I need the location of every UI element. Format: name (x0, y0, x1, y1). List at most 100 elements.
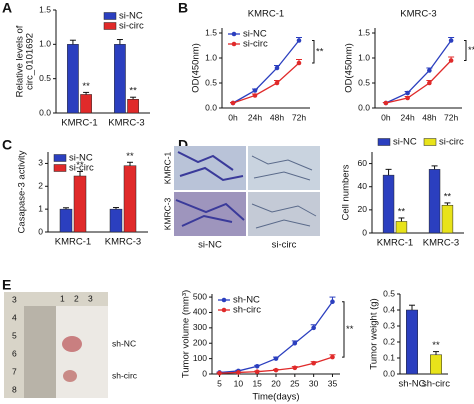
y-tick-label: 0.0 (39, 107, 51, 117)
y-tick-label: 400 (193, 307, 207, 317)
x-tick-label: KMRC-3 (105, 237, 141, 248)
micrograph (248, 192, 320, 236)
y-axis-label: OD(450nm) (191, 43, 202, 93)
ruler-label: 3 (12, 294, 17, 304)
x-tick-label: sh-NC (399, 379, 426, 390)
panel-label: B (178, 0, 188, 16)
y-tick-label: 3 (38, 158, 43, 168)
micrograph (174, 192, 246, 236)
x-tick-label: KMRC-3 (108, 118, 144, 129)
marker (252, 93, 258, 98)
y-tick-label: 0.0 (205, 102, 217, 112)
annotation: ** (444, 191, 452, 202)
marker (383, 100, 389, 106)
marker (217, 370, 222, 376)
y-tick-label: 300 (193, 322, 207, 332)
column-label: si-circ (272, 240, 297, 251)
y-tick-label: 0.1 (383, 352, 395, 362)
legend-swatch (53, 154, 67, 162)
y-tick-label: 20 (358, 204, 368, 214)
chart-title: KMRC-3 (400, 9, 436, 20)
bar (80, 94, 92, 114)
y-tick-label: 1.5 (39, 4, 51, 14)
annotation: ** (316, 46, 324, 57)
tumor (63, 370, 77, 382)
y-tick-label: 0 (202, 368, 207, 378)
legend-swatch (377, 138, 391, 146)
y-tick-label: 60 (358, 158, 368, 168)
panel-label: D (178, 137, 188, 153)
tumor-label: sh-NC (112, 338, 136, 348)
marker (273, 367, 279, 373)
panel-label: E (2, 277, 11, 293)
marker (311, 360, 316, 366)
x-tick-label: 72h (292, 112, 306, 122)
annotation: ** (82, 81, 90, 92)
y-tick-label: 0.0 (358, 102, 370, 112)
bar (109, 208, 123, 233)
legend-label: sh-NC (233, 295, 260, 306)
legend-label: si-circ (69, 163, 94, 174)
annotation: ** (468, 45, 474, 56)
row-label: KMRC-3 (162, 197, 172, 230)
marker (296, 38, 302, 43)
legend-label: si-NC (393, 137, 417, 148)
bracket (312, 40, 315, 64)
y-tick-label: 0 (38, 226, 43, 236)
y-axis-label: Casapase-3 activity (17, 150, 28, 233)
marker (405, 95, 410, 101)
marker (330, 354, 335, 360)
y-tick-label: 0.5 (39, 73, 51, 83)
bar (73, 175, 87, 233)
legend-label: si-circ (243, 39, 268, 50)
x-tick-label: KMRC-3 (423, 238, 459, 249)
bar (406, 309, 418, 375)
x-tick-label: 20 (271, 378, 281, 388)
x-tick-label: 5 (217, 378, 222, 388)
legend-swatch (221, 307, 227, 313)
bar (441, 204, 454, 234)
ruler-label: 5 (12, 330, 17, 340)
y-tick-label: 0.4 (383, 304, 395, 314)
y-tick-label: 0.5 (383, 288, 395, 298)
x-tick-label: 24h (248, 112, 262, 122)
legend-swatch (231, 31, 237, 37)
y-tick-label: 1.5 (205, 27, 217, 37)
legend-swatch (231, 41, 237, 47)
y-tick-label: 1.5 (358, 27, 370, 37)
ruler-label: 4 (12, 312, 17, 322)
y-tick-label: 40 (358, 181, 368, 191)
y-tick-label: 0.0 (383, 368, 395, 378)
bar (395, 221, 408, 234)
x-tick-label: KMRC-1 (377, 238, 413, 249)
x-tick-label: 30 (309, 378, 319, 388)
tumor-photo: 1 2 3 3 4 5 6 7 8 sh-NC sh-circ (4, 292, 138, 398)
x-tick-label: 48h (270, 112, 284, 122)
y-axis-label: Tumor volume (mm³) (181, 290, 192, 378)
marker (273, 356, 279, 361)
cell-pattern (175, 151, 245, 227)
x-tick-label: 48h (422, 112, 436, 122)
bar (123, 165, 137, 233)
x-tick-label: 35 (328, 378, 338, 388)
panel-label: C (2, 137, 12, 153)
y-tick-label: 0.3 (383, 320, 395, 330)
legend-swatch (423, 138, 437, 146)
micrograph (174, 146, 246, 190)
y-tick-label: 1.0 (358, 52, 370, 62)
row-label: KMRC-1 (162, 151, 172, 184)
panel-label: A (2, 0, 12, 16)
ruler-label: 3 (88, 293, 93, 303)
marker (274, 65, 280, 71)
micrographs: KMRC-1 KMRC-3 si-NC si-circ (162, 146, 320, 251)
marker (405, 90, 410, 96)
annotation: ** (126, 151, 134, 162)
y-axis-label: circ_0101692 (25, 33, 36, 90)
y-tick-label: 200 (193, 337, 207, 347)
y-axis-label: Cell numbers (341, 164, 352, 220)
x-tick-label: 72h (444, 112, 458, 122)
bar (59, 208, 73, 233)
annotation: ** (398, 206, 406, 217)
legend-swatch (103, 22, 117, 30)
x-tick-label: 25 (290, 378, 300, 388)
